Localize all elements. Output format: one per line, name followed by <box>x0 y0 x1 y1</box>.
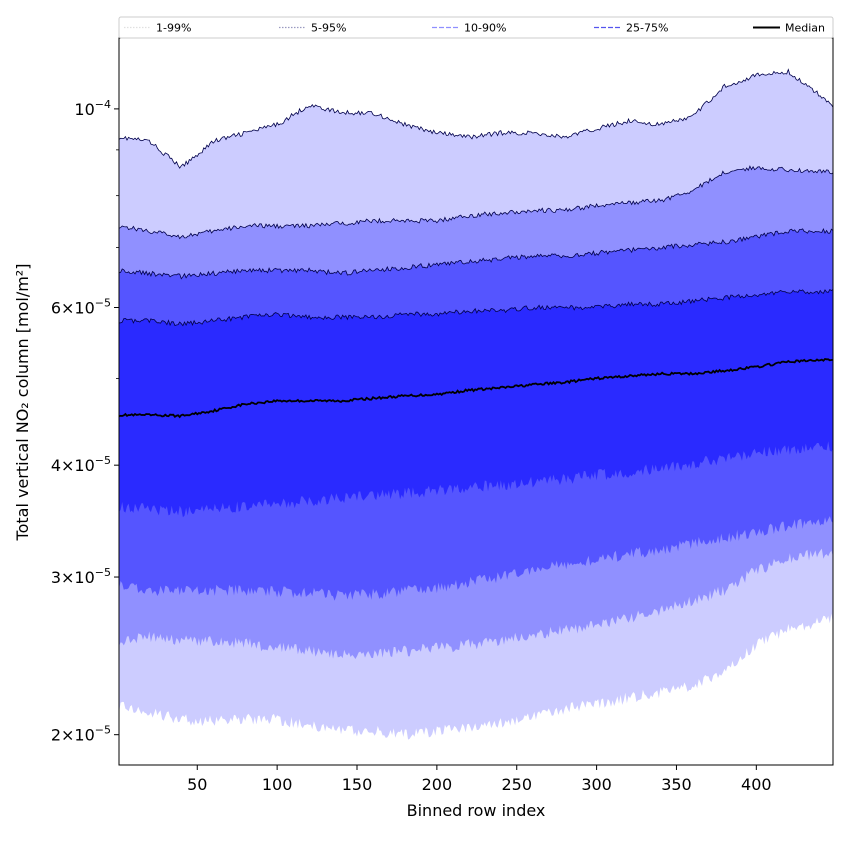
band-upper-edge-5-95% <box>119 165 833 240</box>
legend-label: 1-99% <box>156 22 191 35</box>
tick-marks: 50 100 150 200 250 300 350 400 2×10−5 3×10−5 4×10−… <box>51 98 772 794</box>
band-upper-edge-10-90% <box>119 227 833 280</box>
y-tick-label: 3×10−5 <box>51 566 111 587</box>
legend-label: 10-90% <box>464 22 506 35</box>
band-upper-edge-25-75% <box>119 289 833 327</box>
x-tick-label: 300 <box>581 775 612 794</box>
legend-box <box>118 16 834 39</box>
x-tick-label: 200 <box>422 775 453 794</box>
y-axis-label: Total vertical NO₂ column [mol/m²] <box>13 264 32 542</box>
x-tick-label: 150 <box>342 775 373 794</box>
y-tick-label: 4×10−5 <box>51 454 111 475</box>
y-tick-label: 6×10−5 <box>51 297 111 318</box>
legend-label: 5-95% <box>311 22 346 35</box>
x-axis-label: Binned row index <box>407 801 546 820</box>
x-tick-label: 350 <box>661 775 692 794</box>
x-tick-label: 400 <box>741 775 772 794</box>
y-tick-label: 10−4 <box>74 98 111 119</box>
band-edge-lines <box>119 68 833 419</box>
median-line <box>119 358 833 419</box>
legend-label: 25-75% <box>626 22 668 35</box>
band-25-75% <box>119 289 833 518</box>
x-tick-label: 250 <box>501 775 532 794</box>
y-tick-label: 2×10−5 <box>51 724 111 745</box>
percentile-bands <box>119 69 833 740</box>
x-tick-label: 50 <box>187 775 207 794</box>
band-upper-edge-1-99% <box>119 68 833 169</box>
legend: 1-99% 5-95% 10-90% 25-75% Median <box>118 16 834 39</box>
legend-label: Median <box>785 22 825 35</box>
x-tick-label: 100 <box>262 775 293 794</box>
